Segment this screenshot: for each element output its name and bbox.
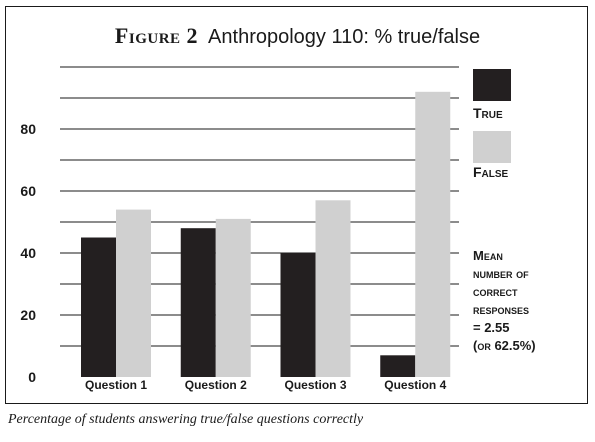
bar-false-2 bbox=[215, 218, 251, 377]
note-line: (or 62.5%) bbox=[473, 338, 536, 353]
figure-caption: Percentage of students answering true/fa… bbox=[8, 412, 364, 427]
x-tick-label: Question 3 bbox=[284, 378, 346, 392]
note-line: correct bbox=[473, 284, 518, 299]
y-tick-label: 60 bbox=[20, 183, 36, 199]
bar-true-3 bbox=[280, 253, 316, 377]
note-line: = 2.55 bbox=[473, 320, 510, 335]
legend-swatch-false bbox=[473, 131, 511, 163]
bar-false-1 bbox=[116, 209, 151, 377]
note-line: Mean bbox=[473, 248, 503, 263]
chart-title: Figure 2 Anthropology 110: % true/false bbox=[6, 23, 589, 49]
y-tick-label: 40 bbox=[20, 245, 36, 261]
chart-title-text: Anthropology 110: % true/false bbox=[208, 26, 481, 48]
figure-frame: Figure 2 Anthropology 110: % true/false 0… bbox=[5, 6, 588, 404]
figure-label: Figure 2 bbox=[114, 23, 199, 48]
y-tick-label: 80 bbox=[20, 121, 36, 137]
bar-false-4 bbox=[415, 91, 451, 378]
bar-true-4 bbox=[380, 355, 416, 377]
note-line: responses bbox=[473, 302, 530, 317]
x-tick-label: Question 4 bbox=[384, 378, 446, 392]
y-tick-label: 20 bbox=[20, 307, 36, 323]
x-tick-label: Question 1 bbox=[85, 378, 147, 392]
bar-chart: 0 20 40 60 80 Question 1 Question 2 Question 3 Q… bbox=[20, 66, 459, 392]
note-line: number of bbox=[473, 266, 529, 281]
legend-label-false: False bbox=[473, 164, 509, 180]
legend-swatch-true bbox=[473, 69, 511, 101]
bar-true-1 bbox=[81, 237, 116, 377]
legend-label-true: True bbox=[473, 105, 503, 121]
bar-true-2 bbox=[180, 228, 216, 377]
x-tick-label: Question 2 bbox=[185, 378, 247, 392]
y-tick-label: 0 bbox=[28, 369, 36, 385]
mean-correct-note: Mean number of correct responses = 2.55 (or 6… bbox=[473, 247, 591, 355]
bar-false-3 bbox=[315, 200, 351, 377]
